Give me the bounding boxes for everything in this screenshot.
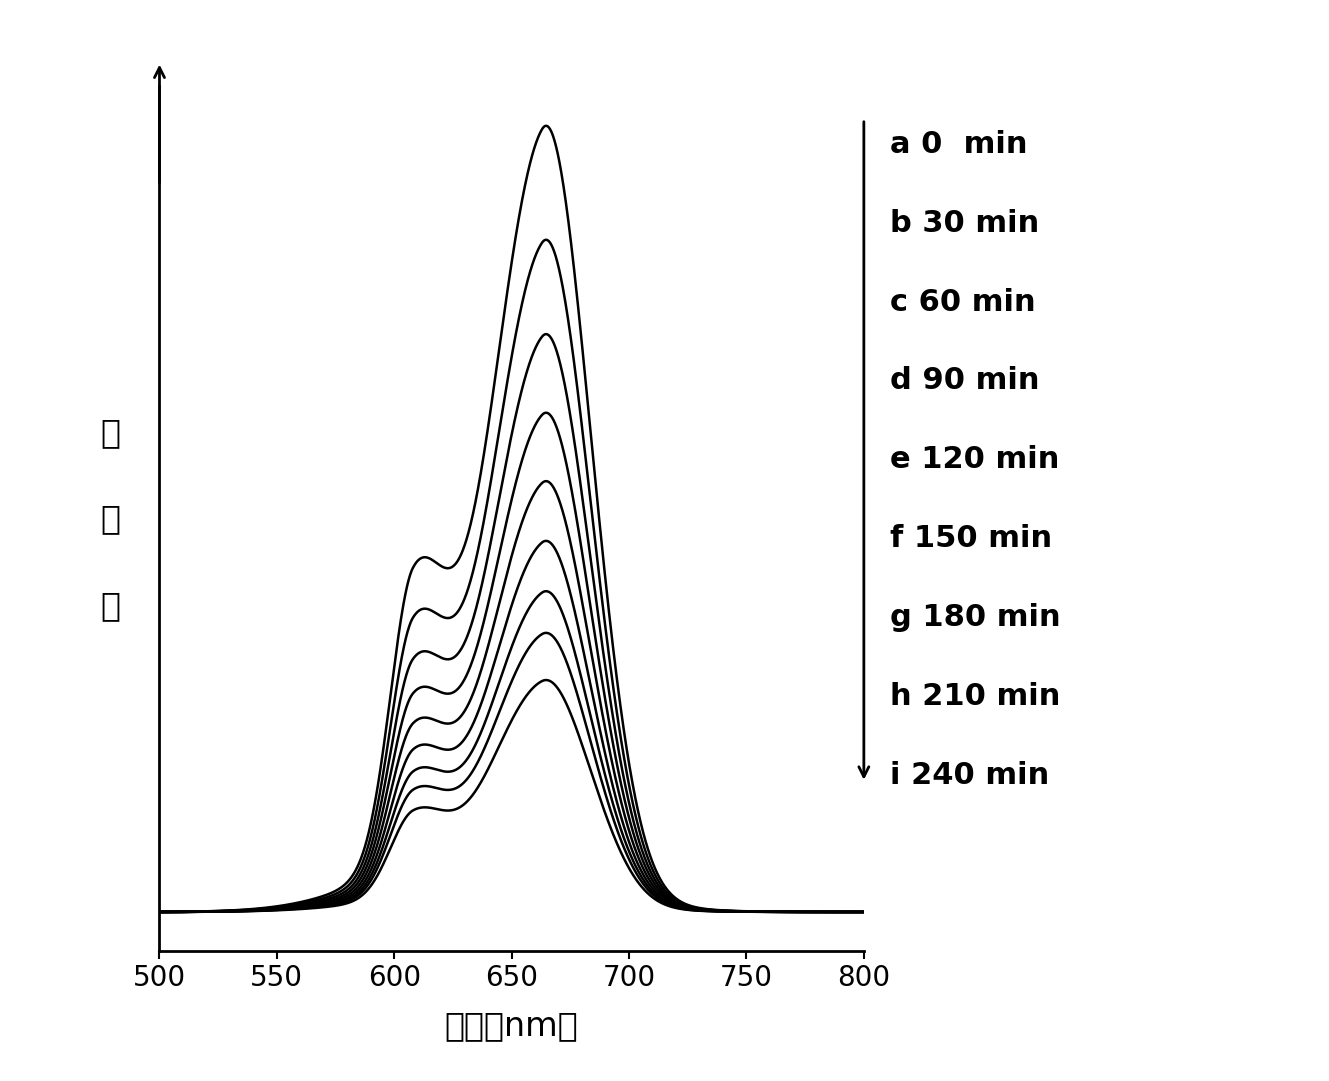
Text: e 120 min: e 120 min [890,445,1059,475]
Text: h 210 min: h 210 min [890,682,1061,711]
Text: 吸: 吸 [100,416,120,449]
Text: 光: 光 [100,503,120,535]
X-axis label: 波长（nm）: 波长（nm） [445,1010,578,1042]
Text: c 60 min: c 60 min [890,288,1037,317]
Text: d 90 min: d 90 min [890,366,1039,396]
Text: f 150 min: f 150 min [890,524,1053,553]
Text: g 180 min: g 180 min [890,603,1061,632]
Text: a 0  min: a 0 min [890,130,1027,159]
Text: 度: 度 [100,589,120,622]
Text: b 30 min: b 30 min [890,209,1039,238]
Text: i 240 min: i 240 min [890,761,1050,790]
